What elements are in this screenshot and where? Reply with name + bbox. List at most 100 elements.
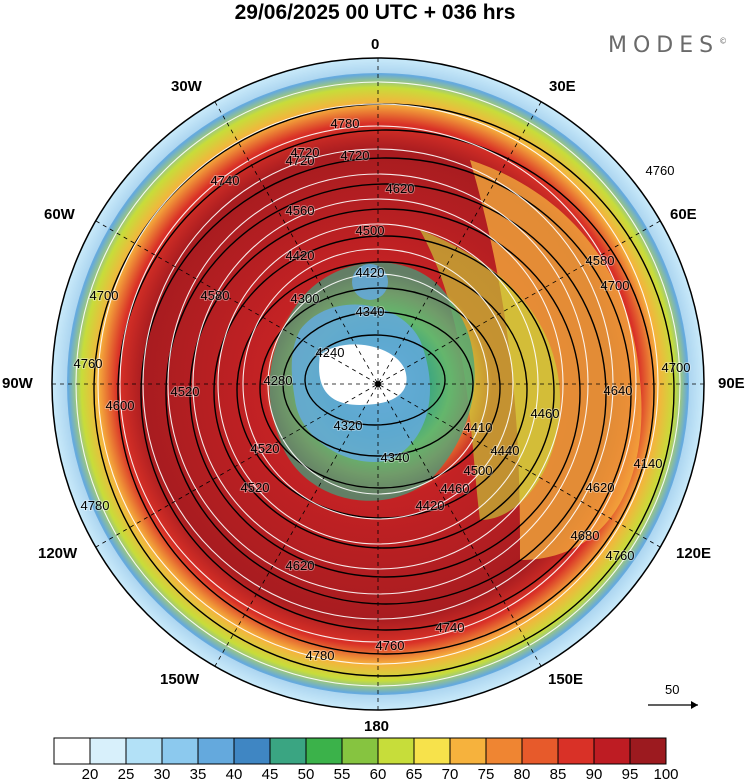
copyright-mark: © bbox=[719, 36, 728, 46]
contour-label: 4760 bbox=[606, 548, 635, 563]
contour-label: 4500 bbox=[464, 463, 493, 478]
colorbar-tick-label: 45 bbox=[262, 766, 279, 782]
contour-label: 4410 bbox=[464, 420, 493, 435]
colorbar-tick-label: 85 bbox=[550, 766, 567, 782]
contour-label: 4280 bbox=[264, 373, 293, 388]
colorbar-swatch bbox=[125, 737, 163, 765]
lon-label-60w: 60W bbox=[44, 206, 75, 223]
lon-label-30w: 30W bbox=[171, 78, 202, 95]
contour-label: 4340 bbox=[381, 450, 410, 465]
colorbar-tick-label: 20 bbox=[82, 766, 99, 782]
contour-label: 4720 bbox=[291, 145, 320, 160]
colorbar-swatch bbox=[629, 737, 667, 765]
contour-label: 4680 bbox=[571, 528, 600, 543]
wind-scale-label: 50 bbox=[665, 682, 680, 697]
contour-label: 4740 bbox=[211, 173, 240, 188]
colorbar-swatch bbox=[305, 737, 343, 765]
colorbar-tick-label: 90 bbox=[586, 766, 603, 782]
contour-label: 4340 bbox=[356, 304, 385, 319]
colorbar-tick-label: 40 bbox=[226, 766, 243, 782]
colorbar-tick-label: 95 bbox=[622, 766, 639, 782]
colorbar-tick-label: 30 bbox=[154, 766, 171, 782]
colorbar: 20 25 30 35 40 45 50 55 60 65 70 75 80 85 90 95 100 bbox=[53, 737, 679, 782]
colorbar-swatch bbox=[341, 737, 379, 765]
contour-label: 4580 bbox=[201, 288, 230, 303]
contour-label: 4720 bbox=[341, 148, 370, 163]
contour-label: 4620 bbox=[586, 480, 615, 495]
contour-label: 4780 bbox=[306, 648, 335, 663]
map-title: 29/06/2025 00 UTC + 036 hrs bbox=[234, 1, 516, 24]
contour-label: 4440 bbox=[491, 443, 520, 458]
lon-label-60e: 60E bbox=[670, 206, 697, 223]
colorbar-tick-label: 65 bbox=[406, 766, 423, 782]
contour-label: 4240 bbox=[316, 345, 345, 360]
contour-label: 4760 bbox=[376, 638, 405, 653]
contour-label: 4780 bbox=[81, 498, 110, 513]
contour-label: 4700 bbox=[601, 278, 630, 293]
lon-label-120w: 120W bbox=[38, 545, 78, 562]
contour-label: 4720 bbox=[286, 153, 315, 168]
lon-label-0: 0 bbox=[371, 36, 380, 53]
lon-label-30e: 30E bbox=[549, 78, 576, 95]
colorbar-tick-label: 50 bbox=[298, 766, 315, 782]
contour-label: 4500 bbox=[356, 223, 385, 238]
contour-label: 4420 bbox=[286, 248, 315, 263]
colorbar-swatch bbox=[161, 737, 199, 765]
contour-label: 4520 bbox=[251, 441, 280, 456]
contour-label: 4640 bbox=[604, 383, 633, 398]
map-boundary bbox=[51, 57, 705, 711]
contour-label: 4300 bbox=[291, 291, 320, 306]
colorbar-tick-label: 75 bbox=[478, 766, 495, 782]
contour-label: 4580 bbox=[586, 253, 615, 268]
colorbar-tick-label: 35 bbox=[190, 766, 207, 782]
contour-label: 4700 bbox=[90, 288, 119, 303]
contour-label: 4760 bbox=[646, 163, 675, 178]
colorbar-tick-label: 25 bbox=[118, 766, 135, 782]
lon-label-150w: 150W bbox=[160, 671, 200, 688]
contour-label: 4420 bbox=[416, 498, 445, 513]
contour-label: 4460 bbox=[441, 481, 470, 496]
contour-label: 4520 bbox=[241, 480, 270, 495]
contour-label: 4620 bbox=[286, 558, 315, 573]
contour-label: 4740 bbox=[436, 620, 465, 635]
colorbar-swatch bbox=[521, 737, 559, 765]
colorbar-swatch bbox=[233, 737, 271, 765]
brand-name: MODES bbox=[608, 33, 720, 58]
colorbar-swatch bbox=[557, 737, 595, 765]
contour-label: 4600 bbox=[106, 398, 135, 413]
contour-label: 4320 bbox=[334, 418, 363, 433]
lon-label-180: 180 bbox=[364, 718, 390, 735]
lon-label-90w: 90W bbox=[2, 375, 33, 392]
colorbar-tick-label: 70 bbox=[442, 766, 459, 782]
wind-scale-arrow bbox=[648, 701, 698, 709]
colorbar-swatch bbox=[269, 737, 307, 765]
contour-label: 4620 bbox=[386, 181, 415, 196]
colorbar-swatch bbox=[413, 737, 451, 765]
colorbar-swatch bbox=[53, 737, 91, 765]
colorbar-tick-label: 60 bbox=[370, 766, 387, 782]
colorbar-tick-label: 80 bbox=[514, 766, 531, 782]
brand-logo: MODES© bbox=[608, 33, 727, 58]
colorbar-swatch bbox=[449, 737, 487, 765]
contour-label: 4560 bbox=[286, 203, 315, 218]
contour-label: 4420 bbox=[356, 265, 385, 280]
colorbar-swatch bbox=[593, 737, 631, 765]
colorbar-swatch bbox=[197, 737, 235, 765]
contour-label: 4460 bbox=[531, 406, 560, 421]
contour-label: 4700 bbox=[662, 360, 691, 375]
north-pole-marker bbox=[375, 381, 381, 387]
colorbar-swatch bbox=[485, 737, 523, 765]
lon-label-90e: 90E bbox=[718, 375, 745, 392]
lon-label-120e: 120E bbox=[676, 545, 712, 562]
colorbar-swatch bbox=[377, 737, 415, 765]
contour-label: 4520 bbox=[171, 384, 200, 399]
contour-label: 4780 bbox=[331, 116, 360, 131]
colorbar-swatch bbox=[89, 737, 127, 765]
colorbar-tick-label: 55 bbox=[334, 766, 351, 782]
lon-label-150e: 150E bbox=[548, 671, 584, 688]
contour-label: 4140 bbox=[634, 456, 663, 471]
colorbar-tick-label: 100 bbox=[653, 766, 678, 782]
contour-label: 4760 bbox=[74, 356, 103, 371]
